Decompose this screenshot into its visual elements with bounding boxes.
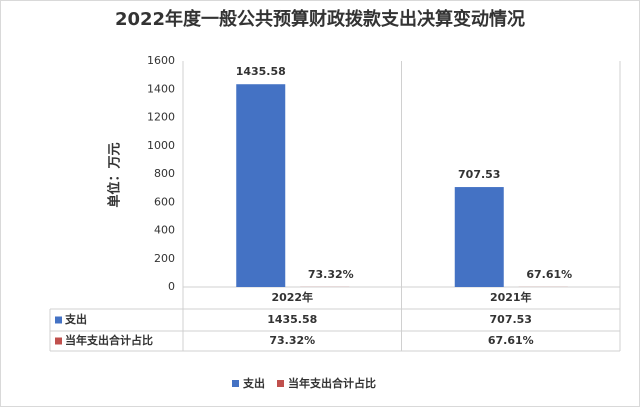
bar xyxy=(454,187,504,287)
y-tick-label: 800 xyxy=(154,167,175,180)
y-tick-label: 1600 xyxy=(147,54,175,67)
y-tick-label: 0 xyxy=(168,280,175,293)
bar xyxy=(236,84,286,287)
table-legend-key xyxy=(55,337,62,345)
y-tick-label: 1400 xyxy=(147,82,175,95)
chart-title: 2022年度一般公共预算财政拨款支出决算变动情况 xyxy=(115,8,525,30)
table-cell: 73.32% xyxy=(269,334,315,347)
y-tick-label: 1200 xyxy=(147,111,175,124)
y-tick-label: 600 xyxy=(154,195,175,208)
table-cell: 67.61% xyxy=(488,334,534,347)
table-cell: 707.53 xyxy=(490,313,532,326)
legend-key xyxy=(232,380,239,387)
y-tick-label: 200 xyxy=(154,252,175,265)
data-label: 707.53 xyxy=(458,168,500,181)
x-tick-label: 2022年 xyxy=(271,290,313,304)
table-row-label: 当年支出合计占比 xyxy=(65,333,153,347)
y-axis-label: 单位：万元 xyxy=(107,142,123,207)
table-row-label: 支出 xyxy=(64,312,87,326)
x-tick-label: 2021年 xyxy=(490,290,532,304)
y-tick-label: 400 xyxy=(154,224,175,237)
data-label: 73.32% xyxy=(308,268,354,281)
legend-label: 当年支出合计占比 xyxy=(288,376,376,390)
data-label: 1435.58 xyxy=(236,65,286,78)
table-legend-key xyxy=(55,316,62,324)
table-cell: 1435.58 xyxy=(267,313,317,326)
y-tick-label: 1000 xyxy=(147,139,175,152)
data-label: 67.61% xyxy=(526,268,572,281)
legend-label: 支出 xyxy=(242,376,265,390)
legend-key xyxy=(277,380,284,387)
